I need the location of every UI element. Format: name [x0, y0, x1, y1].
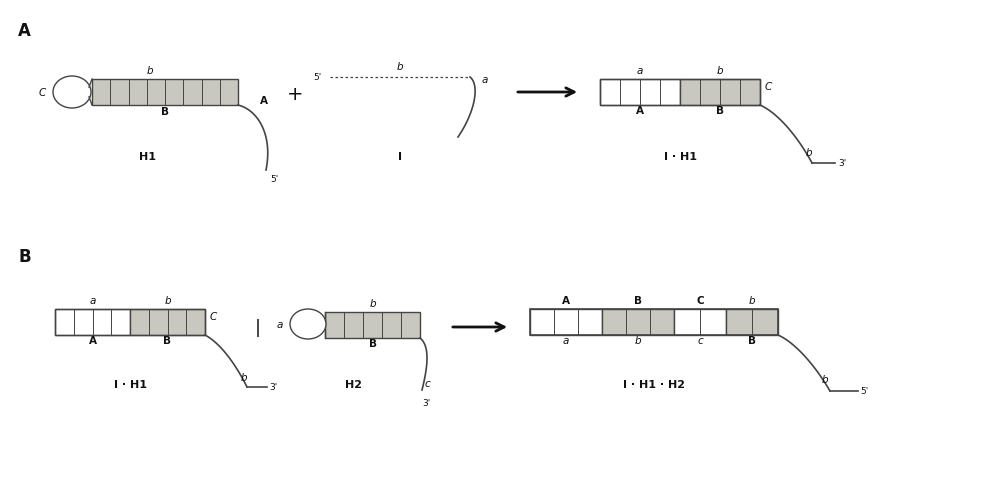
Text: a: a [277, 319, 283, 329]
Text: H2: H2 [345, 379, 362, 389]
Text: A: A [636, 106, 644, 116]
Text: H1: H1 [139, 151, 156, 162]
Text: B: B [161, 107, 169, 117]
Text: 5': 5' [860, 387, 868, 396]
Text: 3': 3' [422, 398, 430, 407]
Text: a: a [563, 335, 569, 345]
Text: c: c [425, 378, 431, 388]
Text: 5': 5' [270, 175, 278, 183]
Text: c: c [697, 335, 703, 345]
Text: B: B [164, 335, 172, 345]
Text: b: b [717, 66, 723, 76]
Text: b: b [241, 372, 248, 382]
Text: I · H1 · H2: I · H1 · H2 [623, 379, 685, 389]
Text: A: A [562, 295, 570, 305]
Text: 3': 3' [269, 383, 277, 392]
Text: b: b [164, 295, 171, 305]
Text: B: B [18, 247, 31, 265]
Text: a: a [89, 295, 96, 305]
Bar [726, 309, 778, 335]
Text: A: A [18, 22, 31, 40]
Text: b: b [147, 66, 154, 76]
Bar [674, 309, 726, 335]
Text: I · H1: I · H1 [114, 379, 146, 389]
Bar [680, 80, 760, 106]
Bar [55, 309, 130, 335]
Text: a: a [637, 66, 643, 76]
Text: a: a [482, 75, 488, 85]
Ellipse shape [290, 309, 326, 339]
Bar [325, 312, 420, 338]
Text: C: C [210, 312, 217, 322]
Text: b: b [749, 295, 755, 305]
Bar [600, 80, 680, 106]
Text: C: C [765, 82, 772, 92]
Text: b: b [635, 335, 641, 345]
Text: B: B [634, 295, 642, 305]
Text: B: B [368, 338, 376, 348]
Text: B: B [716, 106, 724, 116]
Text: C: C [38, 88, 46, 98]
Text: b: b [369, 298, 376, 308]
Bar [530, 309, 778, 335]
Bar [600, 80, 760, 106]
Text: b: b [806, 148, 813, 158]
Text: A: A [260, 96, 268, 106]
Text: C: C [696, 295, 704, 305]
Text: 3': 3' [838, 159, 846, 168]
Text: I · H1: I · H1 [664, 151, 696, 162]
Text: 5': 5' [314, 74, 322, 82]
Text: I: I [398, 151, 402, 162]
Bar [130, 309, 205, 335]
Bar [55, 309, 205, 335]
Text: b: b [397, 62, 403, 72]
Ellipse shape [53, 77, 91, 109]
Text: +: + [287, 85, 303, 104]
Text: |: | [255, 318, 261, 336]
Bar [602, 309, 674, 335]
Text: b: b [822, 374, 829, 384]
Bar [92, 80, 238, 106]
Text: A: A [88, 335, 96, 345]
Text: B: B [748, 335, 756, 345]
Bar [530, 309, 602, 335]
